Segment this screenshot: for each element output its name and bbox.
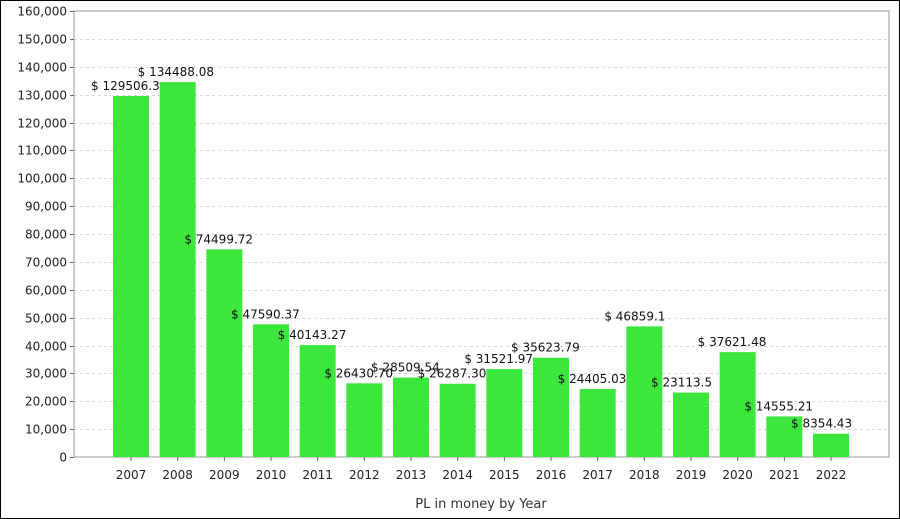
x-axis-title: PL in money by Year — [415, 497, 547, 512]
y-tick-label: 30,000 — [25, 367, 67, 381]
bar-2021 — [766, 416, 803, 457]
bar-2010 — [253, 324, 289, 457]
value-label-2010: $ 47590.37 — [231, 307, 300, 321]
y-tick-label: 40,000 — [25, 340, 67, 354]
value-label-2011: $ 40143.27 — [278, 328, 347, 342]
value-label-2018: $ 46859.1 — [604, 309, 665, 323]
y-tick-label: 90,000 — [25, 200, 67, 214]
bar-2015 — [486, 369, 523, 457]
value-label-2012: $ 26430.70 — [324, 366, 393, 380]
value-label-2014: $ 26287.30 — [418, 367, 487, 381]
value-label-2022: $ 8354.43 — [791, 417, 852, 431]
x-tick-label: 2008 — [162, 468, 193, 482]
y-tick-label: 70,000 — [25, 256, 67, 270]
x-tick-label: 2021 — [769, 468, 800, 482]
value-label-2008: $ 134488.08 — [138, 65, 214, 79]
bar-2020 — [719, 352, 756, 457]
x-tick-label: 2010 — [256, 468, 287, 482]
y-tick-label: 80,000 — [25, 228, 67, 242]
y-tick-label: 100,000 — [17, 172, 67, 186]
x-tick-label: 2011 — [302, 468, 333, 482]
value-label-2021: $ 14555.21 — [744, 399, 813, 413]
bar-2007 — [113, 96, 149, 457]
value-label-2007: $ 129506.3 — [91, 79, 160, 93]
bar-2012 — [346, 383, 383, 457]
x-tick-label: 2014 — [442, 468, 473, 482]
x-tick-label: 2020 — [722, 468, 753, 482]
y-tick-label: 60,000 — [25, 284, 67, 298]
y-tick-label: 130,000 — [17, 89, 67, 103]
bar-2008 — [159, 82, 196, 458]
bar-2019 — [673, 392, 709, 457]
bar-2016 — [533, 357, 569, 457]
x-tick-label: 2015 — [489, 468, 520, 482]
bars — [113, 82, 849, 458]
y-tick-label: 120,000 — [17, 117, 67, 131]
y-tick-label: 160,000 — [17, 5, 67, 19]
value-label-2015: $ 31521.97 — [464, 352, 533, 366]
value-label-2009: $ 74499.72 — [184, 232, 253, 246]
value-labels: $ 129506.3$ 134488.08 $ 74499.72 $ 47590.3… — [91, 65, 852, 431]
value-label-2016: $ 35623.79 — [511, 341, 580, 355]
x-axis-ticks: 2007 2008 2009 2010 2011 2012 2013 2014 2015 2016… — [116, 457, 847, 482]
x-tick-label: 2018 — [629, 468, 660, 482]
bar-2009 — [206, 249, 243, 457]
y-tick-label: 110,000 — [17, 144, 67, 158]
x-tick-label: 2013 — [396, 468, 427, 482]
bar-2011 — [299, 345, 336, 457]
y-tick-label: 50,000 — [25, 312, 67, 326]
value-label-2020: $ 37621.48 — [698, 335, 767, 349]
x-tick-label: 2019 — [676, 468, 707, 482]
value-label-2017: $ 24405.03 — [558, 372, 627, 386]
y-tick-label: 0 — [59, 451, 67, 465]
x-tick-label: 2012 — [349, 468, 380, 482]
x-tick-label: 2007 — [116, 468, 147, 482]
bar-2022 — [813, 433, 849, 457]
x-tick-label: 2022 — [816, 468, 847, 482]
bar-2017 — [579, 388, 616, 457]
x-tick-label: 2016 — [536, 468, 567, 482]
value-label-2019: $ 23113.5 — [651, 376, 712, 390]
y-tick-label: 140,000 — [17, 61, 67, 75]
bar-2014 — [439, 383, 476, 457]
value-label-2013: $ 28509.54 — [371, 361, 440, 375]
x-tick-label: 2017 — [582, 468, 613, 482]
y-tick-label: 20,000 — [25, 395, 67, 409]
y-tick-label: 10,000 — [25, 423, 67, 437]
bar-2013 — [393, 377, 429, 457]
x-tick-label: 2009 — [209, 468, 240, 482]
y-axis-ticks: 0 10,000 20,000 30,000 40,000 50,000 60,000 70,… — [17, 5, 74, 465]
bar-2018 — [626, 326, 663, 457]
y-tick-label: 150,000 — [17, 33, 67, 47]
